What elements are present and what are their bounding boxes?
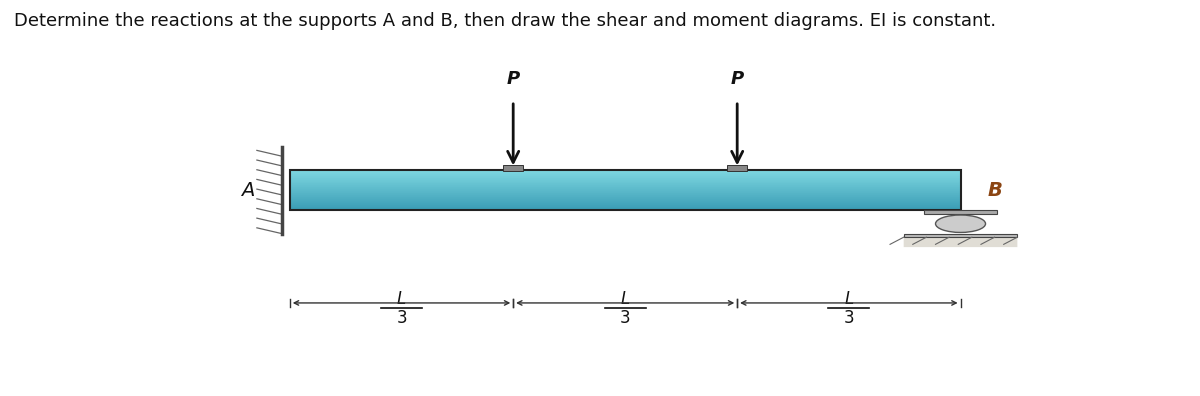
- Bar: [290, 190, 960, 191]
- Bar: [290, 205, 960, 206]
- Text: P: P: [731, 70, 744, 88]
- Bar: [290, 208, 960, 209]
- Text: L: L: [845, 290, 853, 308]
- Bar: [290, 171, 960, 172]
- Text: 3: 3: [620, 309, 630, 327]
- Bar: [290, 208, 960, 209]
- Bar: [290, 200, 960, 201]
- Bar: [290, 177, 960, 178]
- Bar: [290, 204, 960, 205]
- Bar: [290, 178, 960, 179]
- Bar: [290, 206, 960, 207]
- Bar: [290, 207, 960, 208]
- Bar: [290, 176, 960, 177]
- Bar: [727, 165, 748, 171]
- Bar: [290, 192, 960, 193]
- Bar: [290, 182, 960, 183]
- Text: A: A: [241, 181, 254, 200]
- Bar: [290, 172, 960, 173]
- Bar: [290, 206, 960, 207]
- Bar: [290, 188, 960, 189]
- Text: Determine the reactions at the supports A and B, then draw the shear and moment : Determine the reactions at the supports …: [13, 12, 996, 30]
- Bar: [290, 204, 960, 205]
- Bar: [290, 174, 960, 175]
- Bar: [290, 170, 960, 210]
- Bar: [290, 175, 960, 176]
- Bar: [290, 202, 960, 203]
- Bar: [290, 201, 960, 202]
- Text: 3: 3: [844, 309, 854, 327]
- Bar: [290, 203, 960, 204]
- Text: 3: 3: [396, 309, 407, 327]
- Bar: [904, 234, 1018, 237]
- Bar: [290, 209, 960, 210]
- Text: B: B: [988, 181, 1002, 200]
- Bar: [290, 187, 960, 188]
- Bar: [290, 199, 960, 200]
- Bar: [290, 181, 960, 182]
- Bar: [290, 184, 960, 185]
- Bar: [290, 198, 960, 199]
- Bar: [290, 197, 960, 198]
- Bar: [290, 196, 960, 197]
- Bar: [290, 186, 960, 187]
- Bar: [290, 198, 960, 199]
- Bar: [290, 185, 960, 186]
- Text: L: L: [397, 290, 406, 308]
- FancyBboxPatch shape: [904, 237, 1018, 247]
- Bar: [290, 179, 960, 180]
- Bar: [503, 165, 523, 171]
- Bar: [290, 202, 960, 203]
- Bar: [290, 194, 960, 195]
- Bar: [290, 180, 960, 181]
- Circle shape: [936, 215, 985, 232]
- Bar: [290, 170, 960, 171]
- Bar: [290, 189, 960, 190]
- Bar: [290, 190, 960, 191]
- Bar: [290, 192, 960, 193]
- Bar: [290, 188, 960, 189]
- Text: P: P: [506, 70, 520, 88]
- Bar: [290, 173, 960, 174]
- Bar: [290, 200, 960, 201]
- Text: L: L: [620, 290, 630, 308]
- Bar: [290, 193, 960, 194]
- Bar: [290, 191, 960, 192]
- Bar: [290, 195, 960, 196]
- Bar: [290, 183, 960, 184]
- Bar: [924, 210, 997, 214]
- Bar: [290, 196, 960, 197]
- Bar: [290, 194, 960, 195]
